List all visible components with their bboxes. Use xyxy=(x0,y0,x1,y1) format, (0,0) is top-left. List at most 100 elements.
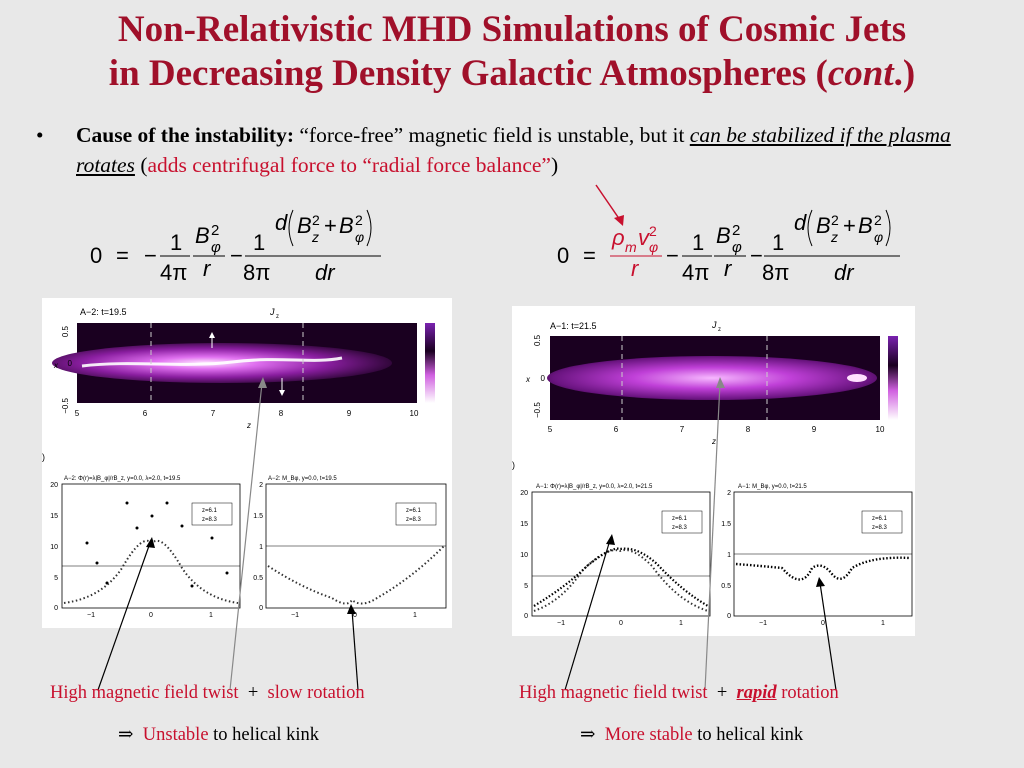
left-plot2-ytick-0: 2 xyxy=(259,482,263,489)
right-x-tick-0: 5 xyxy=(548,425,553,434)
caption-left-unstable: Unstable xyxy=(142,725,209,745)
left-jet-core xyxy=(81,356,343,368)
caption-right-rotation: rotation xyxy=(776,683,839,703)
left-figure: A−2: t=19.5 J z 0.5 0 −0.5 x 5 6 7 8 9 1… xyxy=(42,298,452,628)
right-plot1-title: A−1: Φ(r)=λ|B_φ|/rB_z, y=0.0, λ=2.0, t=2… xyxy=(536,484,653,490)
right-plot1-legend xyxy=(661,510,703,534)
eq-right-lhs: 0 xyxy=(557,243,569,268)
left-x-tick-3: 8 xyxy=(279,409,284,418)
right-plot1-ytick-2: 10 xyxy=(520,552,528,559)
left-x-tick-5: 10 xyxy=(410,409,419,418)
right-plot1-legend-2: z=8.3 xyxy=(672,525,688,531)
eq-left-b: B xyxy=(195,223,210,248)
left-plot2-legend-1: z=6.1 xyxy=(406,508,422,514)
right-colorbar xyxy=(888,336,898,420)
right-plot1-ytick-0: 20 xyxy=(520,490,528,497)
right-plot1-ytick-4: 0 xyxy=(524,613,528,620)
eq-left-bz: B xyxy=(297,213,312,238)
eq-right-v-sup: 2 xyxy=(649,223,657,239)
eq-left-bz-sub: z xyxy=(311,229,319,245)
right-x-tick-1: 6 xyxy=(614,425,619,434)
bullet-red-text: adds centrifugal force to “radial force … xyxy=(147,153,551,177)
right-jet-plume xyxy=(547,356,877,400)
eq-left-bz-sup: 2 xyxy=(312,212,320,228)
eq-left-plus: + xyxy=(324,213,337,238)
caption-right-stable: More stable xyxy=(604,725,693,745)
left-plot2-ytick-1: 1.5 xyxy=(253,513,263,520)
left-plot2-legend-2: z=8.3 xyxy=(406,517,422,523)
left-plot1-legend-1: z=6.1 xyxy=(202,508,218,514)
left-plot2-title: A−2: M_Bφ, y=0.0, t=19.5 xyxy=(268,476,337,482)
title-line-2: in Decreasing Density Galactic Atmospher… xyxy=(0,52,1024,96)
left-x-tick-4: 9 xyxy=(347,409,352,418)
eq-right-bphi-sup: 2 xyxy=(874,212,882,228)
left-plot1-ytick-3: 5 xyxy=(54,575,58,582)
eq-right-minus-2: − xyxy=(750,243,763,268)
pointer-left-jet xyxy=(229,382,263,691)
left-plot1-xtick-1: 0 xyxy=(149,612,153,619)
eq-right-paren-open xyxy=(807,209,813,247)
caption-left-rotation: slow rotation xyxy=(267,683,365,703)
right-side-mark: ) xyxy=(512,460,515,470)
eq-right-one-2: 1 xyxy=(772,230,784,255)
right-image-label: A−1: t=21.5 xyxy=(550,321,597,331)
eq-right-rho-sub: m xyxy=(625,239,637,255)
eq-right-bz-sup: 2 xyxy=(831,212,839,228)
equation-left: 0 = − 1 4π B 2 φ r − 1 8π d B 2 z + B 2 … xyxy=(90,209,381,285)
caption-left-twist: High magnetic field twist xyxy=(50,683,239,703)
right-plot2-yticks: 2 1.5 1 0.5 0 −1 0 1 xyxy=(721,490,885,627)
eq-left-paren-open xyxy=(288,209,294,247)
eq-right-r-red: r xyxy=(631,256,640,281)
left-y-tick-0: 0.5 xyxy=(61,325,70,337)
caption-right-line1: High magnetic field twist + rapid rotati… xyxy=(519,683,839,704)
bullet-underlined: can be stabilized if the plasma rotates xyxy=(76,123,951,177)
left-plot1-legend xyxy=(191,502,233,526)
left-y-tick-2: −0.5 xyxy=(61,397,70,413)
eq-right-v-sub: φ xyxy=(649,239,658,255)
right-y-tick-2: −0.5 xyxy=(533,402,542,418)
left-plot1-yticks: 20 15 10 5 0 −1 0 1 xyxy=(50,482,213,619)
left-plot1-ytick-4: 0 xyxy=(54,605,58,612)
left-x-tick-1: 6 xyxy=(143,409,148,418)
eq-right-d: d xyxy=(794,210,807,235)
right-plot2-ytick-3: 0.5 xyxy=(721,583,731,590)
right-plot2-legend-2: z=8.3 xyxy=(872,525,888,531)
right-image-axes: 0.5 0 −0.5 x 5 6 7 8 9 10 z xyxy=(525,334,885,446)
left-plot2-curve xyxy=(267,545,445,605)
eq-left-lhs: 0 xyxy=(90,243,102,268)
right-x-label: z xyxy=(711,437,716,446)
left-plot1-ytick-1: 15 xyxy=(50,513,58,520)
right-plot1-frame xyxy=(531,491,711,617)
left-colorbar-title-sub: z xyxy=(276,314,279,320)
right-colorbar-title-sub: z xyxy=(718,327,721,333)
right-plot1-xtick-1: 0 xyxy=(619,620,623,627)
left-plot1-xtick-0: −1 xyxy=(87,612,95,619)
right-plot2-xtick-0: −1 xyxy=(759,620,767,627)
eq-right-bphi: B xyxy=(858,213,873,238)
left-plot1-ytick-0: 20 xyxy=(50,482,58,489)
right-y-tick-0: 0.5 xyxy=(533,334,542,346)
right-x-tick-5: 10 xyxy=(876,425,885,434)
eq-left-minus-1: − xyxy=(144,243,157,268)
right-x-tick-3: 8 xyxy=(746,425,751,434)
eq-left-bphi-sub: φ xyxy=(355,229,364,245)
caption-right-plus: + xyxy=(716,683,728,703)
eq-right-bphi-sub: φ xyxy=(874,229,883,245)
eq-left-eight-pi: 8π xyxy=(243,260,270,285)
bullet-text-1: “force-free” magnetic field is unstable,… xyxy=(294,123,690,147)
eq-right-four-pi: 4π xyxy=(682,260,709,285)
eq-right-v: v xyxy=(638,225,651,250)
eq-right-dr: dr xyxy=(834,260,855,285)
left-plot2-legend xyxy=(395,502,437,526)
caption-left-kink: to helical kink xyxy=(208,725,319,745)
right-plot1-legend-1: z=6.1 xyxy=(672,516,688,522)
eq-left-four-pi: 4π xyxy=(160,260,187,285)
left-figure-svg: A−2: t=19.5 J z 0.5 0 −0.5 x 5 6 7 8 9 1… xyxy=(42,307,447,619)
eq-right-b-sup: 2 xyxy=(732,222,740,239)
left-plot2-ytick-4: 0 xyxy=(259,605,263,612)
title-line-1: Non-Relativistic MHD Simulations of Cosm… xyxy=(117,9,907,50)
pointer-right-twist xyxy=(564,539,611,691)
right-colorbar-title: J xyxy=(711,320,717,330)
left-y-tick-1: 0 xyxy=(68,359,73,368)
